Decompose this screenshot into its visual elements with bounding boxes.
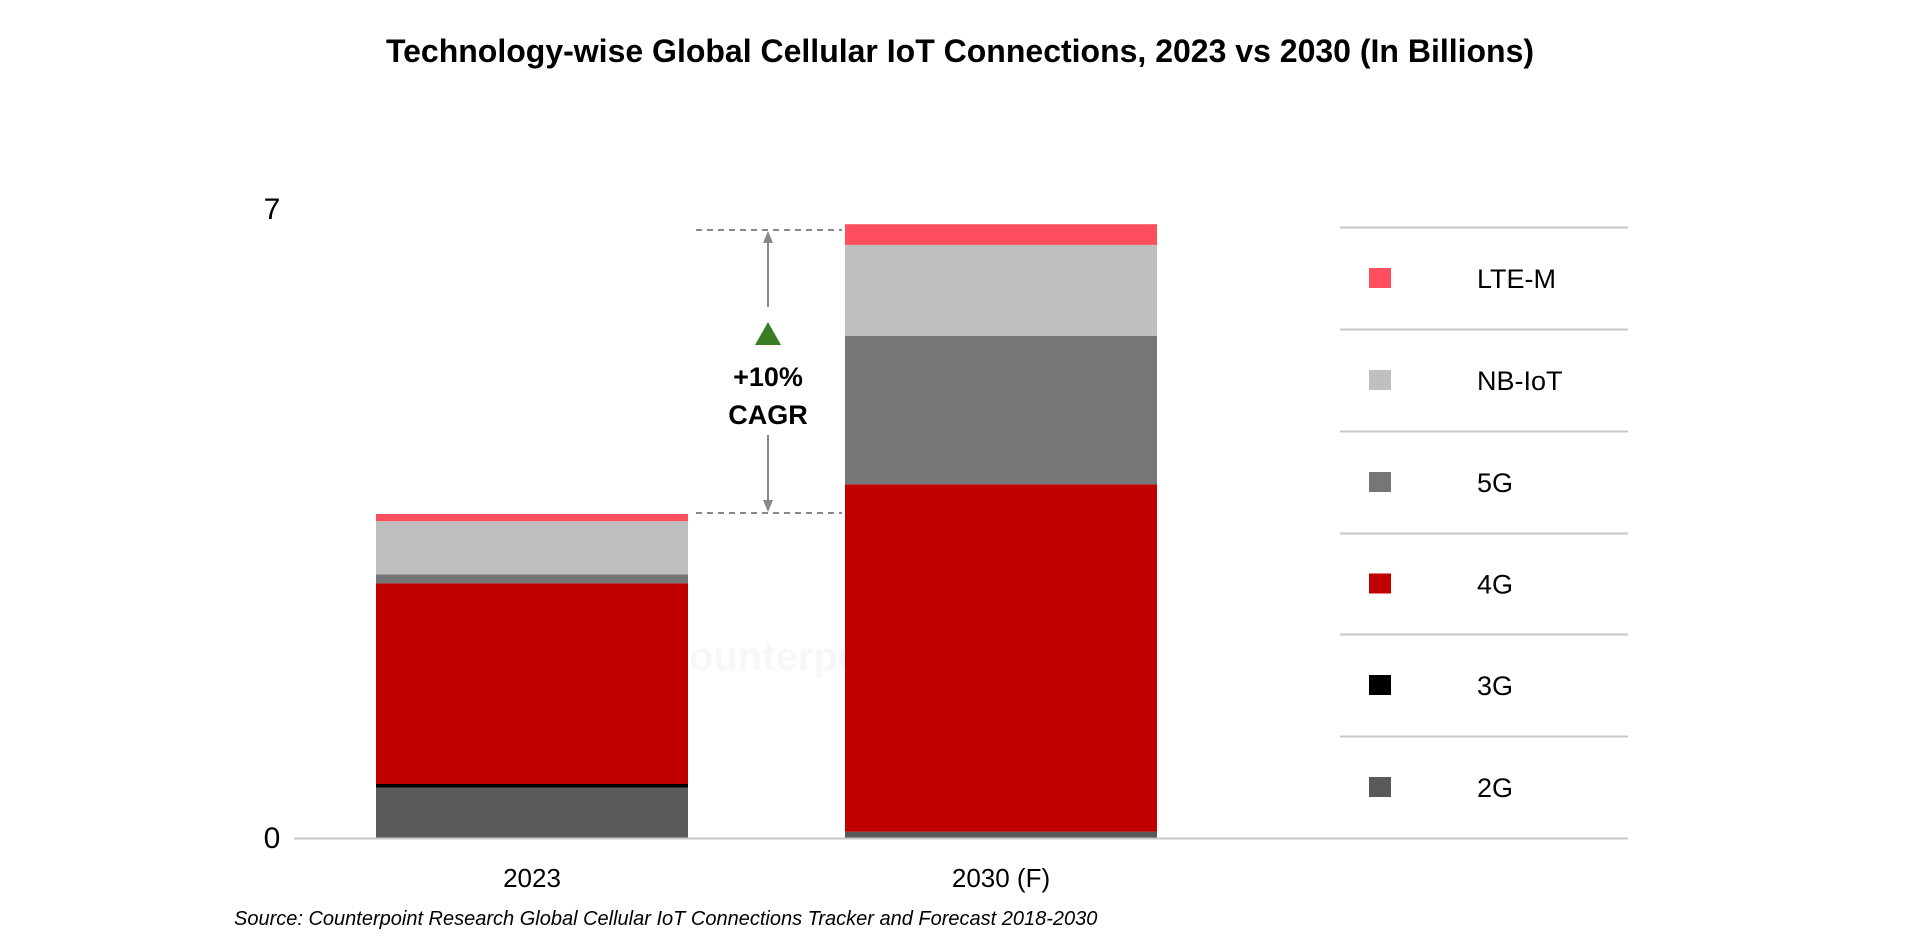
arrow-down-head-icon bbox=[763, 500, 773, 512]
legend-swatch-5g bbox=[1369, 472, 1391, 492]
cagr-label: CAGR bbox=[728, 400, 808, 430]
legend-label-2g: 2G bbox=[1477, 773, 1513, 803]
cagr-value: +10% bbox=[733, 362, 803, 392]
bar-segment-nb-iot-2030f bbox=[845, 244, 1157, 336]
bar-segment-5g-2023 bbox=[376, 574, 688, 584]
legend: LTE-M NB-IoT 5G 4G 3G 2G bbox=[1340, 226, 1628, 840]
bar-segment-lte-m-2023 bbox=[376, 514, 688, 522]
legend-swatch-3g bbox=[1369, 675, 1391, 695]
y-tick-label: 0 bbox=[264, 822, 281, 855]
legend-label-4g: 4G bbox=[1477, 570, 1513, 600]
y-tick-label: 7 bbox=[264, 193, 281, 226]
bar-segment-2g-2023 bbox=[376, 787, 688, 838]
cagr-annotation: +10% CAGR bbox=[696, 229, 842, 514]
bar-segment-3g-2023 bbox=[376, 784, 688, 788]
legend-label-nb-iot: NB-IoT bbox=[1477, 366, 1563, 396]
legend-label-lte-m: LTE-M bbox=[1477, 264, 1556, 294]
x-tick-label: 2023 bbox=[503, 863, 561, 893]
bar-segment-lte-m-2030f bbox=[845, 224, 1157, 245]
bar-segment-nb-iot-2023 bbox=[376, 521, 688, 575]
legend-label-5g: 5G bbox=[1477, 468, 1513, 498]
bar-segment-4g-2030f bbox=[845, 484, 1157, 832]
bar-segment-2g-2030f bbox=[845, 831, 1157, 838]
legend-swatch-nb-iot bbox=[1369, 370, 1391, 390]
growth-triangle-icon bbox=[755, 322, 781, 345]
x-tick-label: 2030 (F) bbox=[952, 863, 1050, 893]
legend-swatch-2g bbox=[1369, 777, 1391, 797]
bar-segment-5g-2030f bbox=[845, 335, 1157, 485]
bar-segment-4g-2023 bbox=[376, 583, 688, 784]
legend-swatch-4g bbox=[1369, 573, 1391, 594]
source-note: Source: Counterpoint Research Global Cel… bbox=[234, 908, 1097, 930]
legend-label-3g: 3G bbox=[1477, 671, 1513, 701]
legend-swatch-lte-m bbox=[1369, 268, 1391, 288]
chart-title: Technology-wise Global Cellular IoT Conn… bbox=[386, 33, 1534, 69]
arrow-up-head-icon bbox=[763, 231, 773, 243]
